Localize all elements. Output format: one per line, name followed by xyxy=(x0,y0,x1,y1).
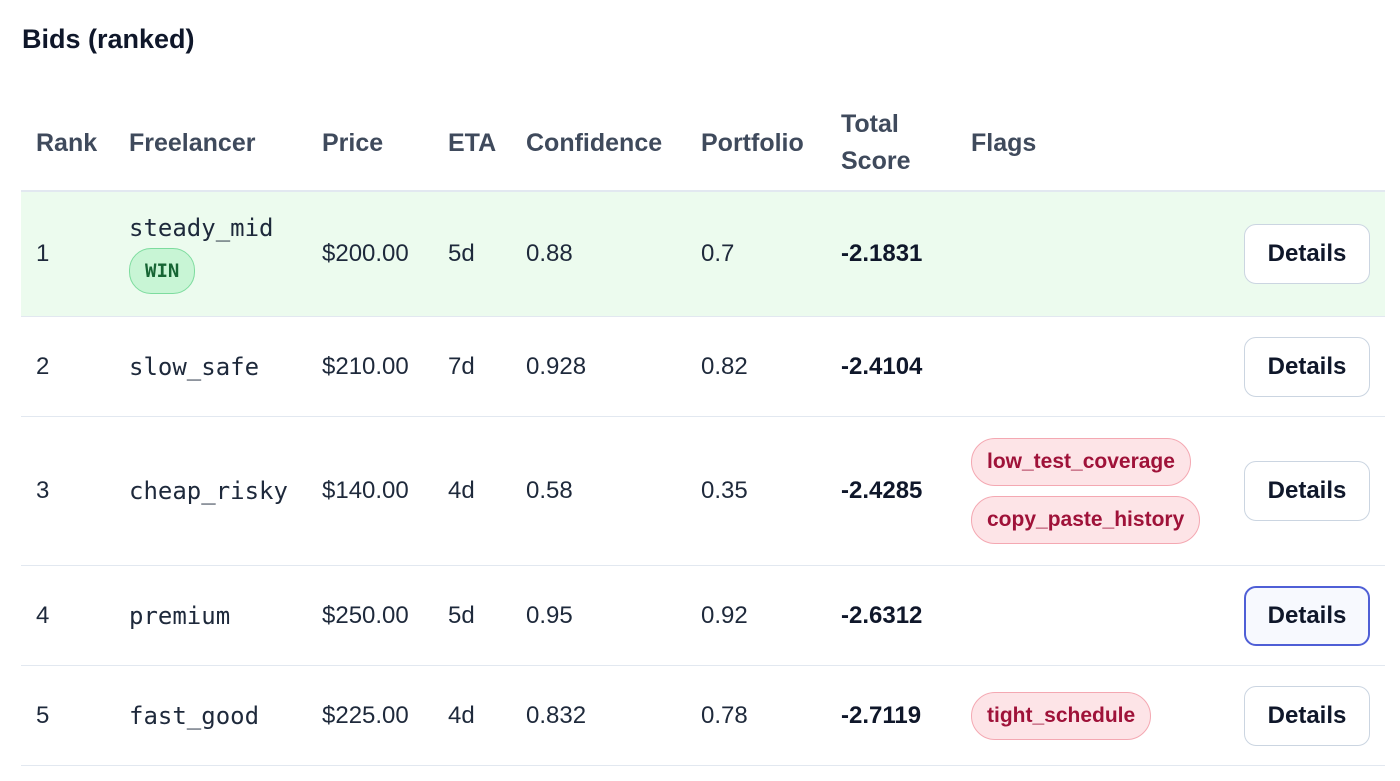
table-row: 5 fast_good $225.00 4d 0.832 0.78 -2.7119 tight… xyxy=(21,666,1385,766)
freelancer-name: steady_mid xyxy=(129,214,274,242)
freelancer-stack: fast_good xyxy=(129,702,259,730)
portfolio-cell: 0.35 xyxy=(701,477,748,504)
rank-cell: 1 xyxy=(36,240,50,267)
freelancer-name: slow_safe xyxy=(129,352,260,381)
details-button[interactable]: Details xyxy=(1244,585,1370,646)
column-header-eta: ETA xyxy=(448,128,497,157)
flags-cell: low_test_coverage copy_paste_history xyxy=(971,417,1201,565)
freelancer-stack: cheap_risky xyxy=(129,477,288,505)
table-body: 1 steady_mid WIN $200.00 5d 0.88 0.7 -2.1831 Det… xyxy=(21,192,1385,766)
price-cell: $225.00 xyxy=(322,701,409,729)
flags-list: tight_schedule xyxy=(971,691,1152,740)
details-button[interactable]: Details xyxy=(1244,685,1370,746)
total-score-cell: -2.6312 xyxy=(841,601,923,629)
portfolio-cell: 0.7 xyxy=(701,240,735,267)
freelancer-cell: premium xyxy=(129,566,230,665)
column-header-portfolio: Portfolio xyxy=(701,128,804,157)
freelancer-cell: cheap_risky xyxy=(129,417,288,565)
column-header-price: Price xyxy=(322,128,384,157)
freelancer-stack: slow_safe xyxy=(129,353,259,381)
confidence-cell: 0.88 xyxy=(526,240,573,267)
rank-cell: 4 xyxy=(36,601,50,629)
flag-badge: copy_paste_history xyxy=(971,496,1201,544)
eta-cell: 7d xyxy=(448,352,475,380)
table-row: 3 cheap_risky $140.00 4d 0.58 0.35 -2.4285 low_… xyxy=(21,417,1385,566)
eta-cell: 4d xyxy=(448,701,475,729)
rank-cell: 3 xyxy=(36,477,50,504)
total-score-cell: -2.4104 xyxy=(841,352,923,380)
confidence-cell: 0.928 xyxy=(526,352,587,380)
rank-cell: 2 xyxy=(36,352,50,380)
column-header-freelancer: Freelancer xyxy=(129,128,256,157)
total-score-cell: -2.4285 xyxy=(841,477,923,504)
freelancer-name: cheap_risky xyxy=(129,477,288,505)
freelancer-stack: steady_mid WIN xyxy=(129,214,274,294)
price-cell: $140.00 xyxy=(322,477,409,504)
freelancer-name: premium xyxy=(129,601,231,630)
price-cell: $210.00 xyxy=(322,352,409,380)
details-button[interactable]: Details xyxy=(1244,224,1370,284)
flag-badge: low_test_coverage xyxy=(971,438,1191,486)
flags-list: low_test_coverage copy_paste_history xyxy=(971,438,1201,544)
confidence-cell: 0.95 xyxy=(526,601,573,629)
table-row: 2 slow_safe $210.00 7d 0.928 0.82 -2.4104 Detai… xyxy=(21,317,1385,417)
details-button[interactable]: Details xyxy=(1244,336,1370,397)
portfolio-cell: 0.82 xyxy=(701,352,748,380)
total-score-cell: -2.1831 xyxy=(841,240,923,267)
eta-cell: 4d xyxy=(448,477,475,504)
freelancer-cell: fast_good xyxy=(129,666,259,765)
column-header-confidence: Confidence xyxy=(526,128,663,157)
eta-cell: 5d xyxy=(448,601,475,629)
table-header: Rank Freelancer Price ETA Confidence Por… xyxy=(21,96,1385,192)
confidence-cell: 0.832 xyxy=(526,701,587,729)
page-title: Bids (ranked) xyxy=(22,24,195,54)
column-header-flags: Flags xyxy=(971,128,1037,157)
column-header-total-score-line1: Total xyxy=(841,110,899,138)
freelancer-name: fast_good xyxy=(129,701,260,730)
table-row: 4 premium $250.00 5d 0.95 0.92 -2.6312 Details xyxy=(21,566,1385,666)
portfolio-cell: 0.92 xyxy=(701,601,748,629)
column-header-rank: Rank xyxy=(36,128,98,157)
price-cell: $250.00 xyxy=(322,601,409,629)
column-header-total-score: Total Score xyxy=(841,96,910,190)
column-header-total-score-line2: Score xyxy=(841,147,911,175)
eta-cell: 5d xyxy=(448,240,475,267)
portfolio-cell: 0.78 xyxy=(701,701,748,729)
total-score-cell: -2.7119 xyxy=(841,701,922,729)
rank-cell: 5 xyxy=(36,701,50,729)
flag-badge: tight_schedule xyxy=(971,691,1152,740)
freelancer-cell: steady_mid WIN xyxy=(129,192,274,316)
table-row: 1 steady_mid WIN $200.00 5d 0.88 0.7 -2.1831 Det… xyxy=(21,192,1385,317)
price-cell: $200.00 xyxy=(322,240,409,267)
freelancer-stack: premium xyxy=(129,602,230,630)
win-badge: WIN xyxy=(129,248,196,294)
freelancer-cell: slow_safe xyxy=(129,317,259,416)
confidence-cell: 0.58 xyxy=(526,477,573,504)
bids-table: Rank Freelancer Price ETA Confidence Por… xyxy=(21,96,1385,766)
details-button[interactable]: Details xyxy=(1244,461,1370,521)
flags-cell: tight_schedule xyxy=(971,666,1152,765)
